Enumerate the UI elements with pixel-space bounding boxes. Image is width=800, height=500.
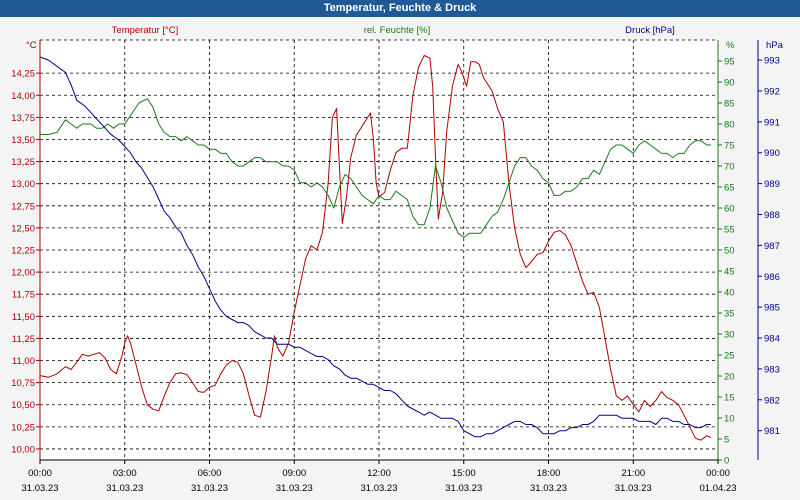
temperature-tick-label: 10,75: [11, 378, 35, 389]
temperature-tick-label: 14,25: [11, 69, 35, 80]
time-tick-label: 09:00: [282, 468, 306, 479]
pressure-header: Druck [hPa]: [625, 25, 675, 36]
humidity-tick-label: 40: [724, 288, 735, 299]
time-axis: 00:00 31.03.23 03:00 31.03.23 06:00 31.03.23 0…: [22, 460, 737, 494]
temperature-unit-label: °C: [26, 40, 37, 51]
pressure-tick-label: 983: [764, 364, 780, 375]
date-tick-label: 31.03.23: [191, 483, 228, 494]
temperature-tick-label: 12,25: [11, 246, 35, 257]
humidity-tick-label: 55: [724, 225, 735, 236]
humidity-tick-label: 20: [724, 372, 735, 383]
humidity-tick-label: 70: [724, 162, 735, 173]
time-tick-label: 15:00: [452, 468, 476, 479]
temperature-tick-label: 10,50: [11, 400, 35, 411]
humidity-unit-label: %: [726, 40, 735, 51]
temperature-series-line: [39, 55, 712, 441]
pressure-axis: 993 992 991 990 989 988 987 986 985 984 983 982 981: [758, 56, 780, 437]
pressure-tick-label: 993: [764, 56, 780, 67]
temperature-tick-label: 11,25: [12, 334, 35, 345]
time-tick-label: 06:00: [198, 468, 222, 479]
humidity-tick-label: 65: [724, 183, 735, 194]
pressure-tick-label: 992: [764, 86, 780, 97]
pressure-tick-label: 989: [764, 179, 780, 190]
time-tick-label: 00:00: [706, 468, 730, 479]
temperature-tick-label: 11,00: [12, 356, 35, 367]
humidity-tick-label: 90: [724, 78, 735, 89]
humidity-tick-label: 0: [724, 456, 729, 467]
humidity-tick-label: 85: [724, 99, 735, 110]
humidity-tick-label: 5: [724, 435, 729, 446]
humidity-tick-label: 95: [724, 57, 735, 68]
pressure-tick-label: 990: [764, 148, 780, 159]
temperature-tick-label: 10,25: [11, 422, 35, 433]
humidity-tick-label: 15: [724, 393, 735, 404]
date-tick-label: 31.03.23: [530, 483, 567, 494]
pressure-tick-label: 988: [764, 210, 780, 221]
time-tick-label: 18:00: [537, 468, 561, 479]
humidity-tick-label: 30: [724, 330, 735, 341]
temperature-tick-label: 12,75: [11, 201, 35, 212]
humidity-tick-label: 45: [724, 267, 735, 278]
date-tick-label: 31.03.23: [361, 483, 398, 494]
temperature-tick-label: 12,50: [11, 223, 35, 234]
date-tick-label: 01.04.23: [700, 483, 737, 494]
pressure-tick-label: 987: [764, 241, 780, 252]
pressure-tick-label: 981: [764, 426, 780, 437]
humidity-tick-label: 10: [724, 414, 735, 425]
time-tick-label: 12:00: [367, 468, 391, 479]
humidity-header: rel. Feuchte [%]: [364, 25, 431, 36]
temperature-axis: 14,25 14,00 13,75 13,50 13,25 13,00 12,75 12,50…: [11, 69, 40, 455]
temperature-tick-label: 13,00: [11, 179, 35, 190]
temperature-tick-label: 11,50: [12, 312, 35, 323]
temperature-tick-label: 10,00: [11, 444, 35, 455]
temperature-tick-label: 11,75: [12, 290, 35, 301]
window-title: Temperatur, Feuchte & Druck: [0, 0, 800, 17]
temperature-header: Temperatur [°C]: [112, 25, 179, 36]
humidity-tick-label: 35: [724, 309, 735, 320]
humidity-tick-label: 60: [724, 204, 735, 215]
time-tick-label: 00:00: [28, 468, 52, 479]
date-tick-label: 31.03.23: [22, 483, 59, 494]
pressure-series-line: [39, 56, 711, 438]
temperature-tick-label: 12,00: [11, 268, 35, 279]
series-lines: [39, 55, 712, 441]
temperature-tick-label: 13,25: [11, 157, 35, 168]
humidity-tick-label: 75: [724, 141, 735, 152]
date-tick-label: 31.03.23: [106, 483, 143, 494]
pressure-tick-label: 991: [764, 117, 780, 128]
pressure-unit-label: hPa: [766, 40, 784, 51]
date-tick-label: 31.03.23: [615, 483, 652, 494]
pressure-tick-label: 984: [764, 334, 780, 345]
time-tick-label: 21:00: [621, 468, 645, 479]
date-tick-label: 31.03.23: [276, 483, 313, 494]
pressure-tick-label: 982: [764, 395, 780, 406]
humidity-tick-label: 50: [724, 246, 735, 257]
temperature-tick-label: 14,00: [11, 91, 35, 102]
humidity-tick-label: 80: [724, 120, 735, 131]
pressure-tick-label: 986: [764, 272, 780, 283]
humidity-series-line: [40, 98, 711, 238]
time-tick-label: 03:00: [113, 468, 137, 479]
pressure-tick-label: 985: [764, 303, 780, 314]
temperature-tick-label: 13,50: [11, 135, 35, 146]
humidity-tick-label: 25: [724, 351, 735, 362]
temperature-tick-label: 13,75: [11, 113, 35, 124]
date-tick-label: 31.03.23: [445, 483, 482, 494]
